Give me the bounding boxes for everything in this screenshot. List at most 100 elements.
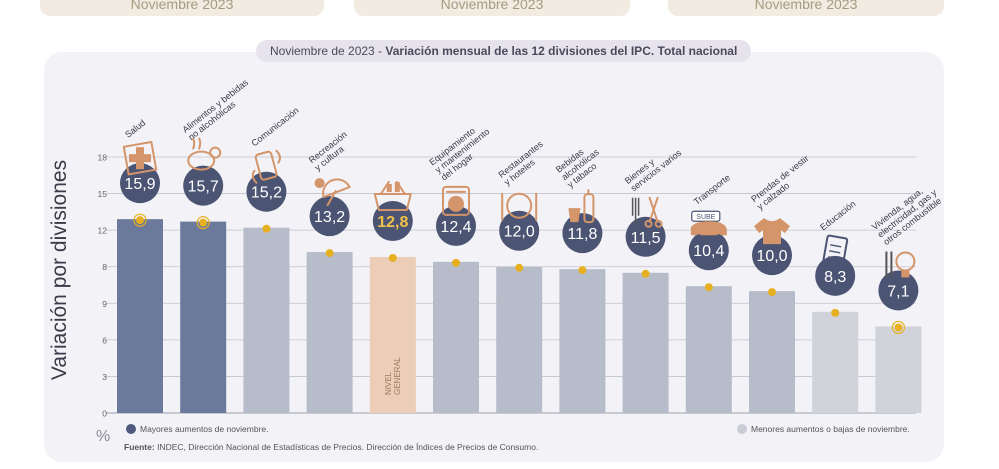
icon-part [448, 195, 464, 212]
shopping-basket-icon [373, 180, 412, 211]
top-tab-1[interactable]: Noviembre 2023 [40, 0, 324, 16]
value-circle [878, 270, 919, 311]
bar [875, 326, 922, 413]
icon-part [442, 185, 470, 216]
category-label: Recreacióny cultura [307, 129, 355, 172]
bar [685, 286, 732, 413]
health-cross-icon [122, 140, 158, 176]
icon-part [895, 251, 916, 272]
phone-icon [251, 149, 281, 184]
y-axis-unit: % [96, 428, 111, 445]
icon-part [648, 196, 659, 223]
category-label-line: Comunicación [249, 105, 300, 148]
value-marker [136, 216, 144, 225]
icon-part [885, 251, 893, 278]
bar [369, 256, 416, 413]
value-circle [183, 165, 224, 206]
category-label: Educación [818, 199, 857, 233]
value-marker-ring [891, 320, 906, 335]
icon-part [379, 180, 406, 195]
data-label: 13,2 [314, 209, 345, 226]
top-tab-3[interactable]: Noviembre 2023 [668, 0, 944, 16]
icon-part [192, 137, 202, 150]
value-circle [562, 213, 603, 254]
icon-part [822, 234, 849, 268]
bar [433, 261, 479, 413]
data-label: 15,7 [188, 179, 219, 196]
icon-part [631, 197, 640, 226]
data-label: 15,9 [124, 176, 155, 193]
legend-high-label: Mayores aumentos de noviembre. [140, 424, 269, 434]
category-label: Transporte [692, 172, 732, 206]
icon-part [322, 178, 351, 199]
legend-low-dot [737, 424, 747, 434]
category-label: Bebidasalcohólicasy tabaco [554, 139, 607, 190]
value-marker [894, 323, 903, 332]
data-label: 15,2 [251, 185, 282, 202]
bar [496, 266, 543, 413]
data-label: 12,0 [504, 224, 535, 241]
title-description: Variación mensual de las 12 divisiones d… [385, 44, 738, 58]
source-text: INDEC, Dirección Nacional de Estadística… [154, 442, 539, 452]
icon-part [209, 146, 222, 159]
icon-part [326, 190, 337, 207]
y-tick-label: 0 [102, 409, 107, 419]
value-marker [388, 253, 397, 262]
icon-part [314, 178, 325, 189]
title-period: Noviembre de 2023 [270, 44, 375, 58]
icon-part [394, 181, 400, 192]
value-circle [499, 210, 540, 251]
value-marker [704, 283, 713, 292]
value-marker-ring [196, 216, 210, 230]
category-label: Salud [123, 118, 147, 140]
icon-part [386, 183, 392, 192]
data-label: 8,3 [824, 269, 846, 286]
legend-low: Menores aumentos o bajas de noviembre. [737, 424, 910, 434]
icon-part [506, 192, 533, 219]
source-note: Fuente: INDEC, Dirección Nacional de Est… [124, 442, 538, 452]
food-chicken-icon [187, 137, 222, 171]
value-marker [831, 308, 840, 317]
top-tab-2[interactable]: Noviembre 2023 [354, 0, 630, 16]
washing-machine-icon [442, 185, 470, 216]
value-marker [325, 249, 334, 258]
value-marker [199, 218, 208, 227]
source-label: Fuente: [124, 442, 155, 452]
icon-part [251, 149, 281, 184]
value-marker [641, 269, 650, 278]
value-marker-ring [133, 213, 147, 227]
data-label: 7,1 [887, 283, 909, 300]
tools-bulb-icon [885, 251, 916, 278]
bar [812, 311, 859, 413]
category-label: Comunicación [249, 105, 300, 148]
data-label: 11,5 [631, 230, 661, 247]
comb-scissors-icon [631, 196, 663, 228]
umbrella-sun-icon [314, 178, 351, 207]
category-label: Alimentos y bebidasno alcohólicas [180, 77, 256, 142]
category-label: Prendas de vestiry calzado [749, 153, 816, 211]
data-label: 10,4 [693, 243, 724, 260]
legend-high-dot [126, 424, 136, 434]
icon-part [901, 270, 910, 278]
icon-part [828, 244, 842, 260]
bar [243, 227, 290, 413]
y-tick-label: 3 [102, 372, 107, 382]
icon-part [129, 154, 151, 163]
value-circle [309, 196, 350, 237]
icon-part [122, 140, 158, 176]
y-tick-label: 6 [102, 335, 107, 345]
y-tick-label: 9 [102, 299, 107, 309]
icon-part [690, 221, 727, 236]
icon-part [754, 218, 790, 245]
icon-part [373, 192, 412, 211]
category-label-line: Transporte [692, 172, 732, 206]
value-marker [768, 288, 776, 297]
bus-card-label: SUBE [696, 214, 715, 221]
y-tick-label: 18 [98, 153, 108, 163]
y-tick-label: 8 [102, 262, 107, 272]
data-label: 12,4 [440, 219, 471, 236]
bus-icon: SUBE [690, 210, 727, 241]
data-label: 10,0 [756, 248, 787, 265]
value-circle [625, 216, 666, 257]
legend-low-label: Menores aumentos o bajas de noviembre. [751, 424, 910, 434]
